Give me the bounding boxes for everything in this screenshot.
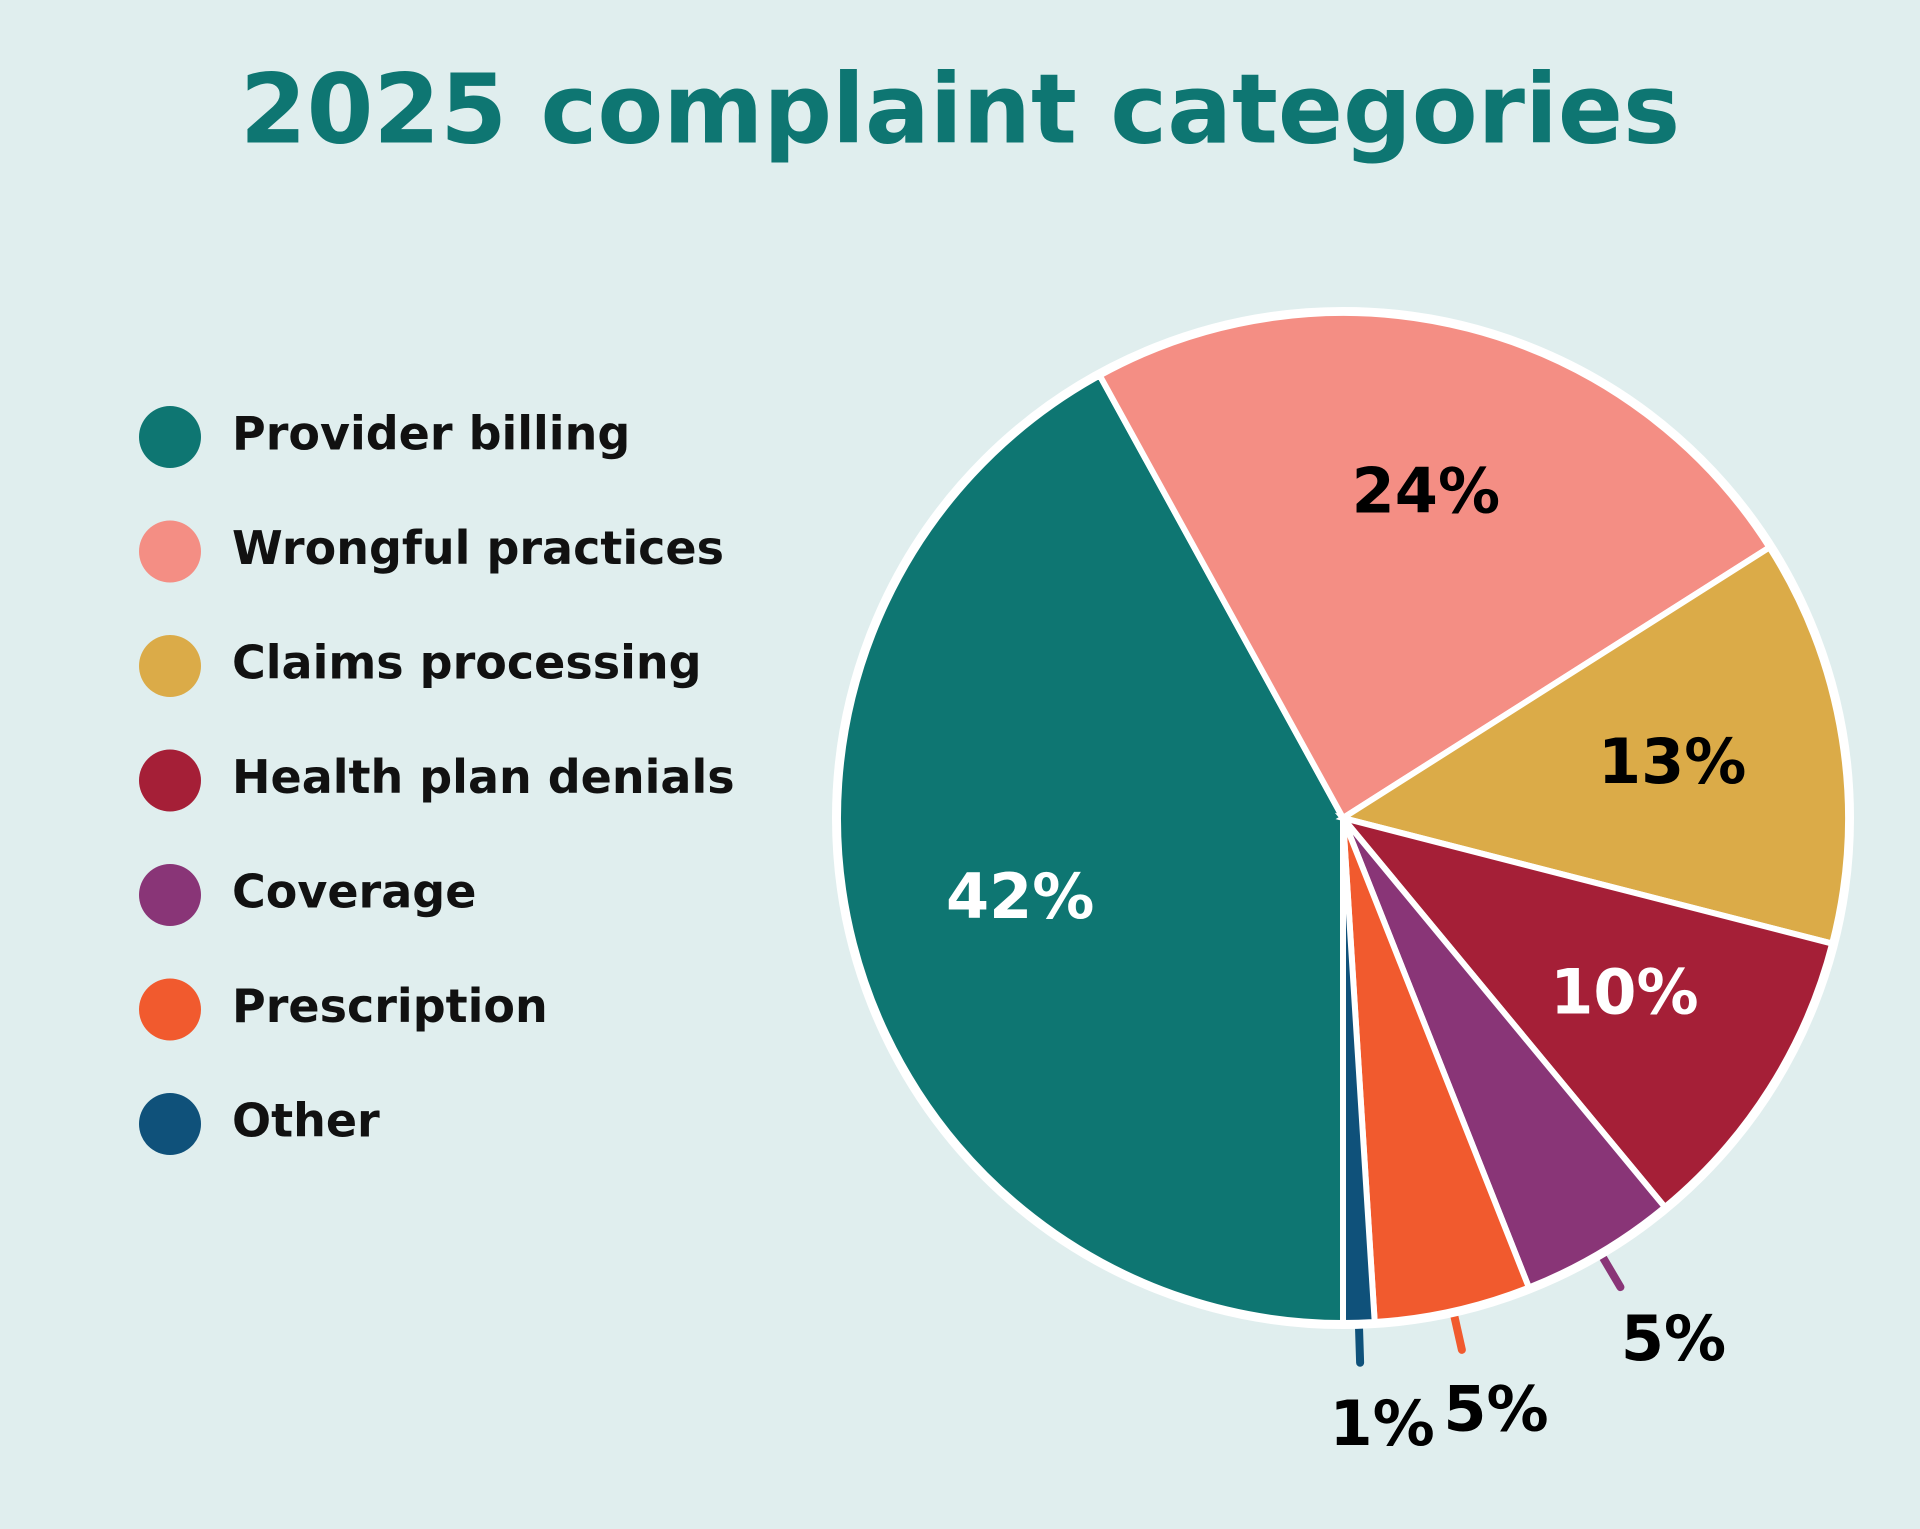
data-label: 1% (1330, 1387, 1435, 1460)
legend-label: Coverage (232, 865, 476, 919)
chart-title: 2025 complaint categories (240, 53, 1680, 165)
legend-label: Provider billing (232, 407, 630, 461)
data-label: 10% (1550, 956, 1698, 1029)
data-label: 13% (1598, 725, 1746, 798)
legend-swatch (139, 520, 201, 583)
data-label: 42% (946, 860, 1094, 933)
pie-slice (835, 371, 1346, 1327)
legend-swatch (139, 635, 201, 697)
legend-label: Wrongful practices (232, 521, 724, 575)
pie-slice (1334, 812, 1836, 1212)
leader-line (1450, 1312, 1466, 1354)
pie-slice (1335, 543, 1851, 948)
pie-outline (832, 307, 1854, 1329)
legend-swatch (139, 406, 201, 468)
legend-swatch (139, 864, 201, 926)
legend-swatch (139, 1093, 201, 1155)
legend-swatch (139, 978, 201, 1041)
pie-slice (1340, 816, 1670, 1292)
legend-label: Health plan denials (232, 750, 735, 804)
legend-label: Claims processing (232, 636, 702, 690)
leader-line (1355, 1324, 1365, 1367)
legend-label: Other (232, 1094, 380, 1148)
leader-line (1599, 1253, 1625, 1292)
legend-label: Prescription (232, 979, 548, 1033)
data-label: 5% (1443, 1372, 1548, 1445)
pie-slice (1340, 816, 1533, 1326)
legend-swatch (139, 749, 201, 812)
data-label: 5% (1621, 1302, 1726, 1375)
pie-slice (1095, 310, 1774, 823)
data-label: 24% (1352, 454, 1500, 527)
